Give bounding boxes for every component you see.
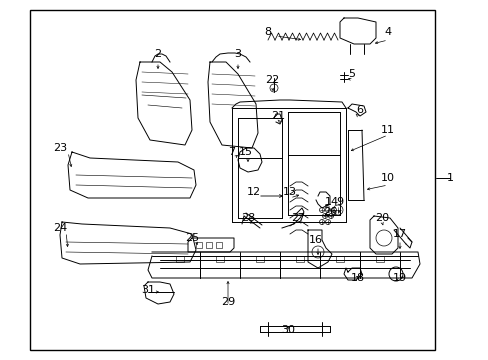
Text: 23: 23	[53, 143, 67, 153]
Bar	[295, 256, 304, 262]
Bar	[196, 242, 202, 248]
Text: 27: 27	[290, 213, 305, 223]
Bar	[335, 256, 343, 262]
Bar	[30, 10, 434, 350]
Text: 3: 3	[234, 49, 241, 59]
Text: 13: 13	[283, 187, 296, 197]
Bar	[176, 256, 183, 262]
Text: 17: 17	[392, 229, 406, 239]
Text: 21: 21	[270, 111, 285, 121]
Text: 26: 26	[322, 207, 336, 217]
Bar	[216, 242, 222, 248]
Text: 11: 11	[380, 125, 394, 135]
Text: 19: 19	[392, 273, 406, 283]
Text: 2: 2	[154, 49, 161, 59]
Text: 12: 12	[246, 187, 261, 197]
Bar	[256, 256, 264, 262]
Text: 5: 5	[348, 69, 355, 79]
Bar	[216, 256, 224, 262]
Bar	[205, 242, 212, 248]
Text: 16: 16	[308, 235, 323, 245]
Text: 4: 4	[384, 27, 391, 37]
Text: 20: 20	[374, 213, 388, 223]
Text: 18: 18	[350, 273, 365, 283]
Text: 24: 24	[53, 223, 67, 233]
Text: 28: 28	[241, 213, 255, 223]
Text: 31: 31	[141, 285, 155, 295]
Text: 9: 9	[336, 197, 343, 207]
Text: 7: 7	[228, 147, 235, 157]
Text: 29: 29	[221, 297, 235, 307]
Text: 8: 8	[264, 27, 271, 37]
Text: 6: 6	[356, 105, 363, 115]
Text: 10: 10	[380, 173, 394, 183]
Text: 22: 22	[264, 75, 279, 85]
Text: 30: 30	[281, 325, 294, 335]
Text: 14: 14	[324, 197, 338, 207]
Text: 25: 25	[184, 233, 199, 243]
Text: 1: 1	[446, 173, 452, 183]
Text: 15: 15	[239, 147, 252, 157]
Bar	[375, 256, 383, 262]
